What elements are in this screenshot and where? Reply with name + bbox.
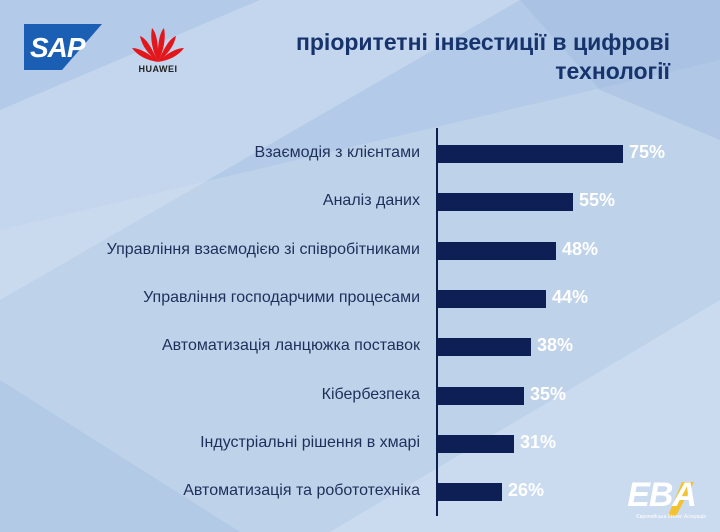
bar: [438, 338, 531, 357]
value-label: 48%: [562, 238, 599, 259]
chart-title-line-1: пріоритетні інвестиції в цифрові: [295, 29, 670, 55]
value-label: 44%: [552, 286, 589, 307]
category-label: Індустріальні рішення в хмарі: [200, 433, 420, 451]
bar: [438, 289, 546, 308]
value-label: 75%: [629, 142, 666, 162]
eba-logo-accent: [668, 482, 694, 516]
value-label: 55%: [579, 190, 616, 211]
sap-logo: SAP: [24, 24, 102, 70]
bar: [438, 241, 556, 260]
category-label: Автоматизація та робототехніка: [183, 482, 420, 500]
category-label: Взаємодія з клієнтами: [254, 144, 420, 161]
eba-logo-subtitle: Європейська Бізнес Асоціація: [636, 514, 706, 520]
bar: [438, 193, 573, 212]
bar: [438, 145, 623, 163]
huawei-logo-text: HUAWEI: [138, 64, 178, 74]
value-label: 38%: [537, 335, 574, 356]
value-label: 35%: [530, 383, 567, 404]
category-label: Автоматизація ланцюжка поставок: [161, 337, 420, 355]
chart-title-line-2: технології: [555, 58, 670, 84]
bar: [438, 434, 514, 453]
value-label: 31%: [520, 431, 557, 452]
bar: [438, 483, 502, 502]
value-label: 26%: [508, 480, 545, 501]
category-label: Управління господарчими процесами: [143, 288, 420, 306]
bar-row: Аналіз даних 55%: [0, 189, 720, 215]
huawei-petals-icon: [132, 28, 184, 62]
sap-logo-text: SAP: [30, 32, 86, 63]
chart-title: пріоритетні інвестиції в цифрові техноло…: [250, 28, 670, 86]
bar-row: Автоматизація ланцюжка поставок 38%: [0, 334, 720, 360]
eba-logo: EBA Європейська Бізнес Асоціація: [624, 476, 710, 524]
category-label: Аналіз даних: [322, 192, 420, 210]
eba-logo-text: EBA: [627, 476, 697, 514]
chart-axis-line: [436, 128, 438, 516]
bar-row: Кібербезпека 35%: [0, 383, 720, 409]
bar-row: Взаємодія з клієнтами 75%: [0, 141, 720, 167]
bar-row: Автоматизація та робототехніка 26%: [0, 479, 720, 505]
sap-logo-shape: [24, 24, 102, 70]
bar-row: Управління господарчими процесами 44%: [0, 286, 720, 312]
huawei-logo: HUAWEI: [128, 24, 188, 76]
category-label: Управління взаємодією зі співробітниками: [106, 240, 420, 258]
bar-row: Управління взаємодією зі співробітниками…: [0, 238, 720, 264]
category-label: Кібербезпека: [321, 385, 420, 403]
bar-row: Індустріальні рішення в хмарі 31%: [0, 431, 720, 457]
bar: [438, 386, 524, 405]
